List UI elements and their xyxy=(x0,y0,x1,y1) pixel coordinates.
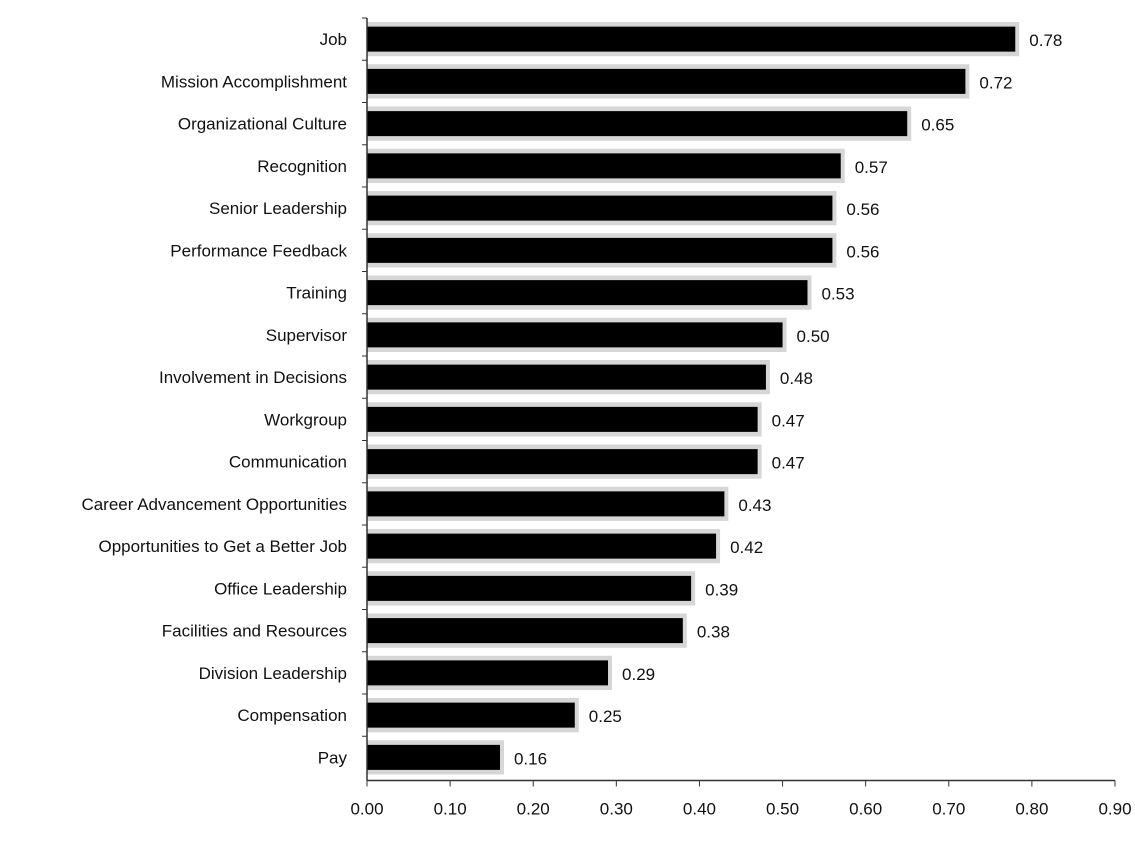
value-label-recognition: 0.57 xyxy=(855,158,888,177)
value-label-involvement-in-decisions: 0.48 xyxy=(780,369,813,388)
bar-division-leadership xyxy=(367,660,609,686)
category-label-communication: Communication xyxy=(229,453,347,472)
bar-facilities-and-resources xyxy=(367,618,683,644)
category-label-career-advancement-opportunities: Career Advancement Opportunities xyxy=(81,495,347,514)
value-label-facilities-and-resources: 0.38 xyxy=(697,623,730,642)
bar-office-leadership xyxy=(367,575,692,601)
bar-pay xyxy=(367,744,500,770)
category-label-senior-leadership: Senior Leadership xyxy=(209,199,347,218)
bar-supervisor xyxy=(367,322,783,348)
x-tick-label: 0.20 xyxy=(517,800,550,819)
bars-group xyxy=(367,26,1016,770)
x-tick-label: 0.10 xyxy=(434,800,467,819)
value-label-compensation: 0.25 xyxy=(589,707,622,726)
x-tick-label: 0.00 xyxy=(350,800,383,819)
bar-performance-feedback xyxy=(367,237,833,263)
category-label-opportunities-to-get-a-better-job: Opportunities to Get a Better Job xyxy=(98,537,347,556)
value-label-workgroup: 0.47 xyxy=(772,411,805,430)
bar-recognition xyxy=(367,153,841,179)
category-label-pay: Pay xyxy=(318,748,348,767)
category-label-job: Job xyxy=(320,30,347,49)
x-tick-label: 0.50 xyxy=(766,800,799,819)
value-labels: 0.78 0.72 0.65 0.57 0.56 0.56 0.53 0.50 0.48 0.47… xyxy=(514,31,1062,768)
bar-senior-leadership xyxy=(367,195,833,221)
value-label-organizational-culture: 0.65 xyxy=(921,116,954,135)
x-axis-ticks: 0.00 0.10 0.20 0.30 0.40 0.50 0.60 0.70 0.80 0.90 xyxy=(350,780,1132,819)
category-label-workgroup: Workgroup xyxy=(264,410,347,429)
value-label-mission-accomplishment: 0.72 xyxy=(979,73,1012,92)
x-tick-label: 0.60 xyxy=(849,800,882,819)
category-label-recognition: Recognition xyxy=(257,157,347,176)
value-label-career-advancement-opportunities: 0.43 xyxy=(738,496,771,515)
value-label-pay: 0.16 xyxy=(514,749,547,768)
bar-opportunities-to-get-a-better-job xyxy=(367,533,717,559)
bar-communication xyxy=(367,449,758,475)
x-tick-label: 0.40 xyxy=(683,800,716,819)
category-label-compensation: Compensation xyxy=(237,706,347,725)
bar-workgroup xyxy=(367,406,758,432)
category-label-office-leadership: Office Leadership xyxy=(214,579,347,598)
bar-job xyxy=(367,26,1016,52)
bar-career-advancement-opportunities xyxy=(367,491,725,517)
value-label-opportunities-to-get-a-better-job: 0.42 xyxy=(730,538,763,557)
value-label-training: 0.53 xyxy=(821,285,854,304)
category-label-facilities-and-resources: Facilities and Resources xyxy=(162,622,347,641)
value-label-job: 0.78 xyxy=(1029,31,1062,50)
bar-involvement-in-decisions xyxy=(367,364,766,390)
category-label-performance-feedback: Performance Feedback xyxy=(170,241,347,260)
category-label-supervisor: Supervisor xyxy=(266,326,348,345)
category-labels: Job Mission Accomplishment Organizational … xyxy=(81,30,347,767)
value-label-communication: 0.47 xyxy=(772,454,805,473)
x-tick-label: 0.30 xyxy=(600,800,633,819)
axes xyxy=(362,17,1115,782)
bar-compensation xyxy=(367,702,575,728)
value-label-performance-feedback: 0.56 xyxy=(846,242,879,261)
category-label-mission-accomplishment: Mission Accomplishment xyxy=(161,72,347,91)
x-tick-label: 0.90 xyxy=(1098,800,1131,819)
category-label-division-leadership: Division Leadership xyxy=(199,664,347,683)
value-label-division-leadership: 0.29 xyxy=(622,665,655,684)
bar-mission-accomplishment xyxy=(367,68,966,94)
category-label-training: Training xyxy=(286,284,347,303)
value-label-senior-leadership: 0.56 xyxy=(846,200,879,219)
bar-organizational-culture xyxy=(367,111,908,137)
category-label-involvement-in-decisions: Involvement in Decisions xyxy=(159,368,347,387)
x-tick-label: 0.80 xyxy=(1015,800,1048,819)
category-label-organizational-culture: Organizational Culture xyxy=(178,115,347,134)
x-tick-label: 0.70 xyxy=(932,800,965,819)
value-label-office-leadership: 0.39 xyxy=(705,580,738,599)
value-label-supervisor: 0.50 xyxy=(797,327,830,346)
bar-training xyxy=(367,280,808,306)
